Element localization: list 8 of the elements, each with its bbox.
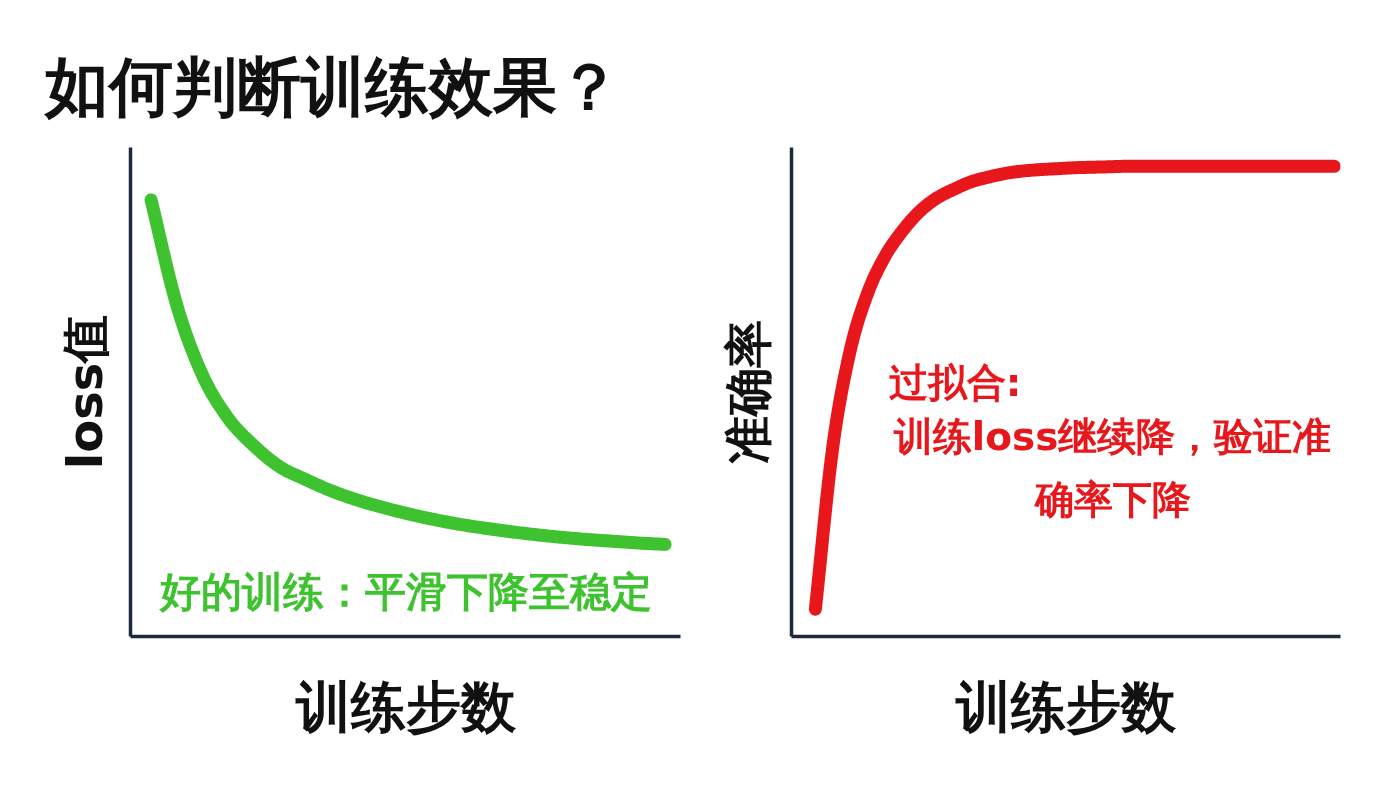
annotation: 训练loss继续降，验证准确率下降 bbox=[892, 414, 1332, 523]
x-axis-title: 训练步数 bbox=[294, 674, 517, 739]
x-axis-title: 训练步数 bbox=[955, 674, 1177, 739]
y-axis-title: loss值 bbox=[56, 314, 113, 470]
annotation: 好的训练：平滑下降至稳定 bbox=[157, 568, 652, 617]
annotation: 过拟合: bbox=[888, 359, 1022, 405]
y-axis-title: 准确率 bbox=[719, 320, 776, 464]
chart-title: 如何判断训练效果？ bbox=[42, 49, 621, 124]
